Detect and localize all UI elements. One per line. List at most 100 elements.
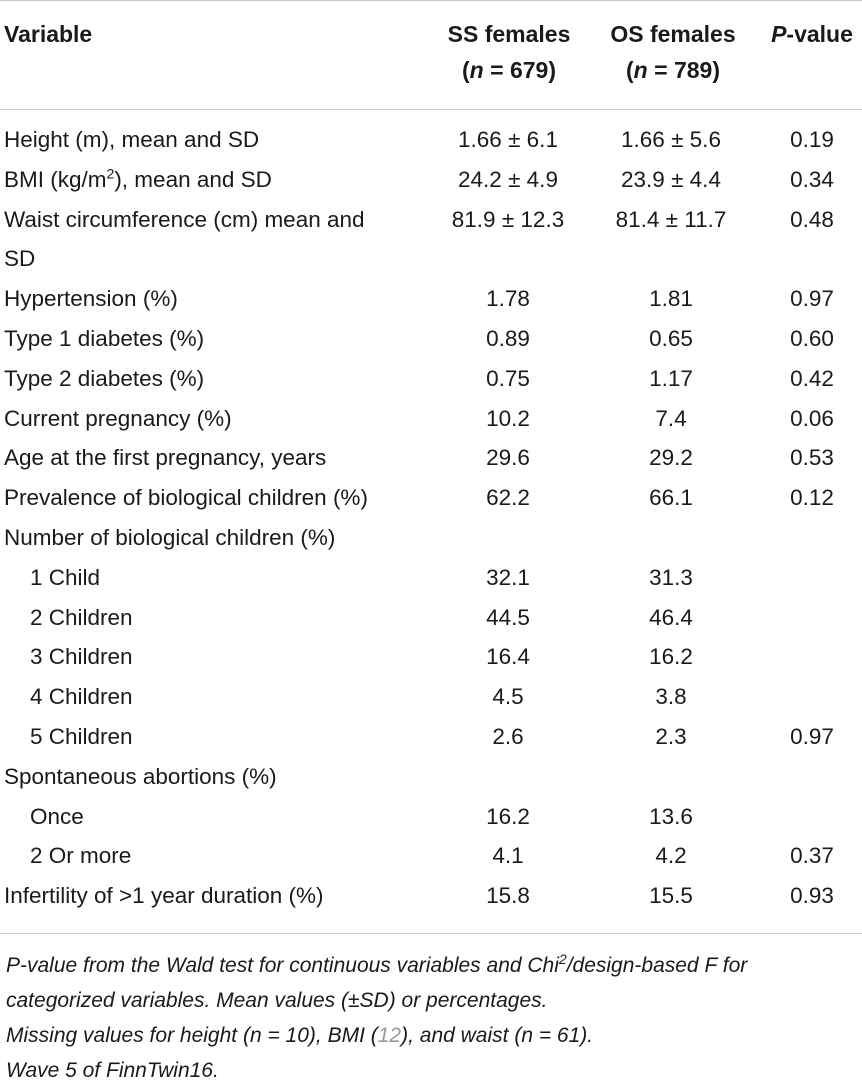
row-p-value: 0.60 [790,325,834,351]
row-ss-value: 0.89 [486,325,530,351]
footnote-text: ), and waist (n = 61). [401,1024,594,1047]
table-row: Type 1 diabetes (%) 0.89 0.65 0.60 [0,319,862,359]
row-p-value: 0.93 [790,883,834,909]
row-variable: Type 2 diabetes (%) [4,365,205,391]
table-row: Once 16.2 13.6 [0,797,862,837]
row-ss-value: 81.9 ± 12.3 [451,206,565,232]
table-row: Waist circumference (cm) mean and SD 81.… [0,200,862,280]
row-p-value: 0.19 [790,127,834,152]
footnote-line: Missing values for height (n = 10), BMI … [6,1018,856,1053]
row-variable: Waist circumference (cm) mean and SD [4,206,365,272]
row-variable: Type 1 diabetes (%) [4,325,205,351]
row-p-value: 0.37 [790,843,834,869]
header-os-females: OS females (n = 789) [602,16,744,88]
row-ss-value: 4.1 [492,843,524,869]
row-p-value: 0.97 [790,723,834,749]
row-variable-sup: 2 [106,165,115,182]
row-os-value: 1.17 [649,365,693,391]
table-row: BMI (kg/m2), mean and SD 24.2 ± 4.9 23.9… [0,160,862,200]
row-os-value: 23.9 ± 4.4 [621,166,721,192]
row-p-value: 0.97 [790,286,834,312]
row-ss-value: 2.6 [492,723,524,749]
row-ss-value: 1.78 [486,286,530,312]
row-ss-value: 10.2 [486,405,530,431]
row-os-value: 1.81 [649,286,693,312]
row-os-value: 3.8 [655,684,687,710]
row-p-value: 0.06 [790,405,834,431]
row-variable: Hypertension (%) [4,286,178,312]
row-variable: BMI (kg/m2), mean and SD [4,160,404,200]
row-variable: Age at the first pregnancy, years [4,445,327,471]
row-variable: 2 Children [30,604,133,630]
row-os-value: 7.4 [655,405,687,431]
row-os-value: 46.4 [649,604,693,630]
row-variable: Height (m), mean and SD [4,127,260,152]
row-ss-value: 16.4 [486,644,530,670]
footnote-text: Missing values for height (n = 10), BMI … [6,1024,378,1047]
footnote-text: P-value from the Wald test for continuou… [6,954,559,977]
table-row: 2 Or more 4.1 4.2 0.37 [0,836,862,876]
header-variable: Variable [4,21,93,47]
row-os-value: 29.2 [649,445,693,471]
row-os-value: 81.4 ± 11.7 [615,206,727,232]
top-rule [0,0,862,1]
row-ss-value: 44.5 [486,604,530,630]
table-header: Variable SS females (n = 679) OS females… [0,0,862,110]
row-variable: 5 Children [30,723,133,749]
table-row: Age at the first pregnancy, years 29.6 2… [0,438,862,478]
row-os-value: 1.66 ± 5.6 [621,127,721,152]
row-ss-value: 24.2 ± 4.9 [458,166,558,192]
table-row: 3 Children 16.4 16.2 [0,637,862,677]
table-row: 5 Children 2.6 2.3 0.97 [0,717,862,757]
footnote-line: P-value from the Wald test for continuou… [6,948,856,983]
row-variable: Spontaneous abortions (%) [4,763,277,789]
table-row: Type 2 diabetes (%) 0.75 1.17 0.42 [0,359,862,399]
table-row: Hypertension (%) 1.78 1.81 0.97 [0,279,862,319]
row-variable-pre: BMI (kg/m [4,166,107,192]
row-variable: Prevalence of biological children (%) [4,485,368,511]
footnote-sup: 2 [558,951,567,967]
table-row: Height (m), mean and SD 1.66 ± 6.1 1.66 … [0,120,862,160]
row-ss-value: 0.75 [486,365,530,391]
bottom-rule [0,933,862,934]
footnote-line: Wave 5 of FinnTwin16. [6,1059,219,1082]
table-row: Current pregnancy (%) 10.2 7.4 0.06 [0,399,862,439]
table-row: Number of biological children (%) [0,518,862,558]
row-ss-value: 29.6 [486,445,530,471]
row-ss-value: 1.66 ± 6.1 [458,127,558,152]
row-ss-value: 15.8 [486,883,530,909]
row-variable: 4 Children [30,684,133,710]
row-os-value: 16.2 [649,644,693,670]
row-os-value: 4.2 [655,843,687,869]
table-row: 2 Children 44.5 46.4 [0,598,862,638]
row-variable: Number of biological children (%) [4,524,336,550]
table-row: Infertility of >1 year duration (%) 15.8… [0,876,862,916]
row-os-value: 0.65 [649,325,693,351]
row-ss-value: 4.5 [492,684,524,710]
footnote-text: /design-based F for [566,954,748,977]
header-p-rest: -value [786,21,853,47]
row-p-value: 0.53 [790,445,834,471]
row-variable: Current pregnancy (%) [4,405,232,431]
header-os-n: (n = 789) [626,57,720,83]
header-rule [0,109,862,110]
header-p-letter: P [771,21,787,47]
header-ss-n-label: n [469,57,484,83]
row-ss-value: 16.2 [486,803,530,829]
row-p-value: 0.42 [790,365,834,391]
table-row: Prevalence of biological children (%) 62… [0,478,862,518]
header-os-n-value: = 789) [647,57,720,83]
table-row: Spontaneous abortions (%) [0,757,862,797]
row-variable: 3 Children [30,644,133,670]
header-ss-title: SS females [447,21,571,47]
table-row: 4 Children 4.5 3.8 [0,677,862,717]
header-ss-n-value: = 679) [483,57,556,83]
reference-link[interactable]: 12 [377,1024,402,1047]
header-os-n-label: n [633,57,648,83]
row-ss-value: 32.1 [486,564,530,590]
header-ss-females: SS females (n = 679) [440,16,578,88]
row-p-value: 0.12 [790,485,834,511]
row-ss-value: 62.2 [486,485,530,511]
header-os-title: OS females [610,21,736,47]
table-body: Height (m), mean and SD 1.66 ± 6.1 1.66 … [0,120,862,916]
